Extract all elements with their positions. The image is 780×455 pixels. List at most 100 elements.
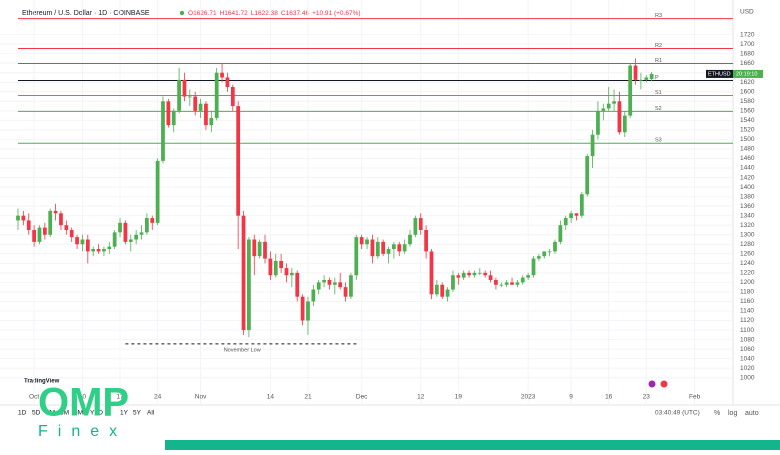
range-button[interactable]: 1Y: [120, 410, 129, 417]
ohlc-letter: H: [220, 10, 225, 17]
candle-body: [585, 156, 590, 195]
candle-body: [64, 225, 69, 230]
countdown-label: 20:19:10: [736, 71, 757, 77]
candle-body: [553, 241, 557, 252]
candle-body: [247, 239, 251, 331]
x-tick-label: Oct: [29, 394, 39, 401]
ohlc-letter: O: [188, 10, 193, 17]
log-toggle[interactable]: log: [728, 410, 737, 417]
candle-body: [295, 272, 300, 297]
ohlc-value: 1622.38: [254, 10, 278, 17]
candle-body: [381, 241, 386, 254]
price-tag: [733, 69, 763, 78]
y-tick-label: 1140: [740, 308, 754, 315]
range-button[interactable]: YTD: [90, 410, 103, 417]
candle-body: [526, 275, 531, 278]
candle-body: [644, 77, 649, 80]
candle-body: [204, 103, 208, 126]
candle-body: [128, 239, 133, 242]
candle-body: [622, 115, 627, 133]
candle-body: [451, 275, 455, 290]
range-button[interactable]: 6M: [74, 410, 83, 417]
range-button[interactable]: 1M: [46, 410, 55, 417]
candle-body: [338, 282, 343, 288]
candle-body: [483, 272, 488, 276]
candle-body: [75, 237, 79, 245]
y-tick-label: 1080: [740, 336, 755, 343]
chart-title: Ethereum / U.S. Dollar · 1D · COINBASE: [22, 10, 150, 17]
candle-body: [102, 249, 106, 252]
candle-body: [413, 218, 418, 235]
candle-body: [408, 234, 412, 245]
event-icon[interactable]: [660, 380, 668, 388]
auto-toggle[interactable]: auto: [745, 410, 759, 417]
range-button[interactable]: 5Y: [133, 410, 142, 417]
symbol-tag: [706, 69, 733, 78]
candle-body: [139, 232, 144, 235]
candle-body: [21, 215, 26, 221]
x-tick-label: 23: [643, 394, 651, 401]
range-button[interactable]: All: [147, 410, 155, 417]
candle-body: [418, 218, 423, 230]
candle-body: [494, 280, 498, 285]
x-tick-label: 9: [569, 394, 573, 401]
watermark: TradingView: [24, 379, 60, 385]
y-tick-label: 1460: [740, 155, 755, 162]
candle-body: [606, 103, 611, 109]
candle-body: [467, 272, 471, 276]
candle-body: [461, 272, 466, 278]
candle-body: [241, 215, 246, 331]
range-button[interactable]: 3M: [60, 410, 69, 417]
candle-body: [574, 213, 579, 216]
candle-body: [166, 101, 171, 126]
x-tick-label: 21: [304, 394, 312, 401]
candle-body: [80, 239, 85, 245]
x-tick-label: 2023: [521, 394, 536, 401]
y-tick-label: 1720: [740, 31, 755, 38]
y-tick-label: 1540: [740, 117, 755, 124]
candle-body: [547, 251, 552, 253]
candle-body: [579, 194, 584, 216]
candle-body: [392, 244, 396, 250]
candle-body: [96, 249, 101, 252]
range-button[interactable]: 5D: [32, 410, 41, 417]
x-tick-label: Feb: [689, 394, 701, 401]
candle-body: [445, 289, 450, 297]
ohlc-letter: C: [281, 10, 286, 17]
y-tick-label: 1320: [740, 222, 755, 229]
event-icon[interactable]: [648, 380, 656, 388]
y-tick-label: 1180: [740, 289, 754, 296]
percent-toggle[interactable]: %: [714, 410, 720, 417]
y-tick-label: 1020: [740, 365, 755, 372]
y-tick-label: 1380: [740, 193, 755, 200]
x-tick-label: 17: [116, 394, 124, 401]
ohlc-value: 1626.71: [193, 10, 217, 17]
candle-body: [365, 239, 369, 245]
candle-body: [569, 213, 573, 219]
candle-body: [48, 210, 53, 235]
candle-body: [198, 103, 203, 111]
y-tick-label: 1000: [740, 374, 755, 381]
candle-body: [510, 282, 514, 285]
candle-body: [257, 241, 262, 257]
candle-body: [85, 239, 90, 252]
candle-body: [37, 227, 42, 242]
candle-body: [332, 282, 337, 285]
candle-body: [171, 110, 176, 126]
candle-body: [515, 282, 520, 285]
candle-body: [134, 234, 139, 240]
y-tick-label: 1520: [740, 127, 755, 134]
candle-body: [209, 117, 214, 126]
candle-body: [375, 241, 380, 257]
candle-body: [107, 246, 112, 250]
x-tick-label: 12: [417, 394, 425, 401]
currency-label: USD: [740, 9, 754, 16]
y-tick-label: 1240: [740, 260, 755, 267]
candle-body: [144, 218, 149, 233]
candle-body: [434, 284, 439, 295]
candle-body: [16, 215, 20, 221]
clock: 03:40:49 (UTC): [655, 410, 700, 417]
range-button[interactable]: 1D: [18, 410, 27, 417]
candle-body: [440, 284, 445, 297]
